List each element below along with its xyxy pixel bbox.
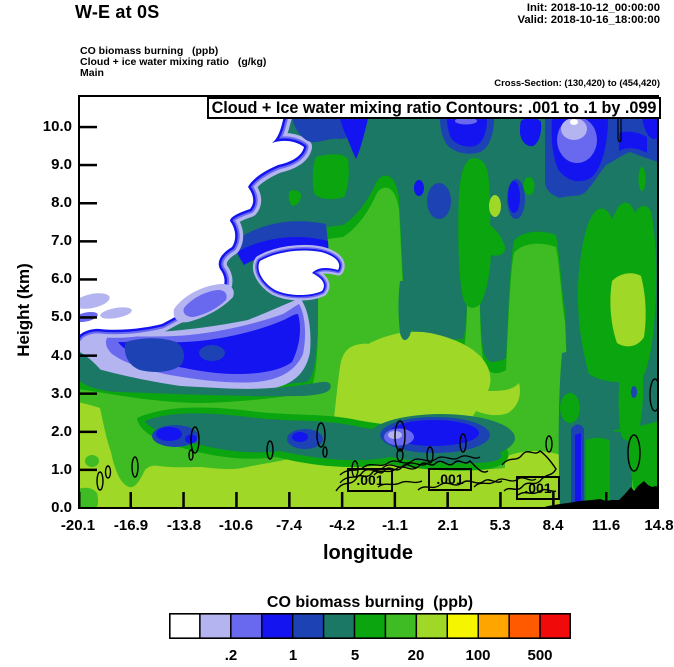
- svg-text:.001: .001: [356, 472, 383, 488]
- svg-text:.001: .001: [436, 471, 463, 487]
- svg-text:.001: .001: [524, 480, 551, 496]
